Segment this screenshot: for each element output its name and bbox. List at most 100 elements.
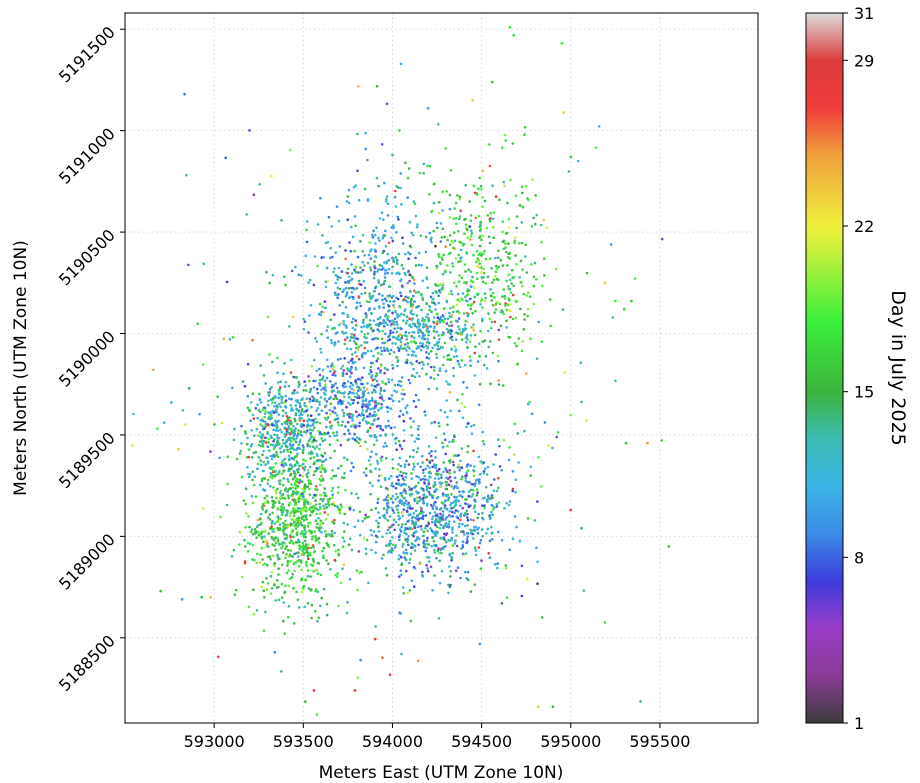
scatter-point xyxy=(321,455,325,458)
scatter-point xyxy=(296,525,300,528)
scatter-point xyxy=(439,291,442,294)
scatter-point xyxy=(488,539,492,543)
scatter-point xyxy=(437,123,440,126)
scatter-point xyxy=(300,590,304,594)
scatter-point xyxy=(501,220,505,223)
scatter-point xyxy=(246,550,250,553)
scatter-point xyxy=(337,548,340,552)
scatter-point xyxy=(342,414,346,418)
scatter-point xyxy=(406,537,409,541)
scatter-point xyxy=(464,513,468,516)
scatter-point xyxy=(406,345,410,348)
scatter-point xyxy=(266,461,270,465)
scatter-point xyxy=(514,478,518,482)
scatter-point xyxy=(364,547,368,551)
scatter-point xyxy=(421,367,424,370)
scatter-point xyxy=(467,490,471,493)
scatter-point xyxy=(392,523,395,526)
scatter-point xyxy=(291,315,295,319)
scatter-point xyxy=(484,485,488,489)
scatter-point xyxy=(391,433,395,436)
scatter-point xyxy=(312,546,316,549)
scatter-point xyxy=(499,324,503,328)
scatter-point xyxy=(400,376,404,379)
scatter-point xyxy=(306,601,310,605)
scatter-point xyxy=(382,218,385,221)
scatter-point xyxy=(334,573,337,577)
scatter-point xyxy=(445,470,449,474)
scatter-point xyxy=(383,389,386,393)
scatter-point xyxy=(511,276,514,280)
scatter-point xyxy=(357,413,361,417)
scatter-point xyxy=(467,303,470,307)
scatter-point xyxy=(504,242,507,245)
scatter-point xyxy=(469,214,473,217)
scatter-point xyxy=(272,411,276,415)
scatter-point xyxy=(271,506,274,509)
scatter-point xyxy=(298,401,302,405)
scatter-point xyxy=(337,219,341,223)
scatter-point xyxy=(434,436,438,440)
scatter-point xyxy=(417,290,420,294)
scatter-point xyxy=(412,543,415,546)
scatter-point xyxy=(465,538,469,541)
scatter-point xyxy=(448,311,451,315)
scatter-point xyxy=(512,453,516,456)
scatter-point xyxy=(411,353,415,357)
scatter-point xyxy=(319,396,323,399)
scatter-point xyxy=(476,293,479,297)
scatter-point xyxy=(411,305,414,309)
scatter-point xyxy=(463,281,466,284)
scatter-point xyxy=(335,331,339,334)
scatter-point xyxy=(246,362,250,366)
scatter-point xyxy=(448,565,451,568)
scatter-point xyxy=(398,538,401,542)
scatter-point xyxy=(475,250,479,253)
scatter-point xyxy=(378,330,381,333)
scatter-point xyxy=(392,306,396,309)
scatter-point xyxy=(348,578,352,581)
scatter-point xyxy=(460,338,464,341)
scatter-point xyxy=(307,439,311,443)
scatter-point xyxy=(400,392,404,396)
scatter-point xyxy=(281,502,284,506)
scatter-point xyxy=(277,543,281,546)
scatter-point xyxy=(374,242,377,245)
scatter-point xyxy=(342,563,346,566)
scatter-point xyxy=(362,471,366,474)
scatter-point xyxy=(379,369,382,372)
scatter-point xyxy=(503,133,507,137)
scatter-point xyxy=(432,336,436,340)
scatter-point xyxy=(510,268,514,272)
scatter-point xyxy=(465,425,468,429)
scatter-point xyxy=(299,559,303,562)
scatter-point xyxy=(308,479,312,483)
scatter-point xyxy=(473,191,477,195)
scatter-point xyxy=(448,440,451,444)
scatter-point xyxy=(511,470,515,473)
scatter-point xyxy=(361,268,365,272)
scatter-point xyxy=(466,578,470,582)
scatter-point xyxy=(320,388,323,392)
scatter-point xyxy=(504,304,507,307)
scatter-point xyxy=(389,329,392,333)
scatter-point xyxy=(379,427,382,430)
scatter-point xyxy=(385,195,389,198)
scatter-point xyxy=(276,579,279,582)
scatter-point xyxy=(357,295,361,299)
scatter-point xyxy=(442,315,445,319)
scatter-point xyxy=(377,511,380,514)
scatter-point xyxy=(323,494,327,498)
scatter-point xyxy=(433,531,437,535)
scatter-point xyxy=(323,511,327,514)
scatter-point xyxy=(439,523,443,527)
scatter-point xyxy=(335,434,339,437)
scatter-point xyxy=(386,368,389,372)
scatter-point xyxy=(412,399,416,403)
scatter-point xyxy=(488,513,492,517)
scatter-point xyxy=(446,382,450,386)
scatter-point xyxy=(296,422,299,426)
scatter-point xyxy=(360,325,363,329)
scatter-point xyxy=(376,501,380,505)
scatter-point xyxy=(312,436,316,439)
